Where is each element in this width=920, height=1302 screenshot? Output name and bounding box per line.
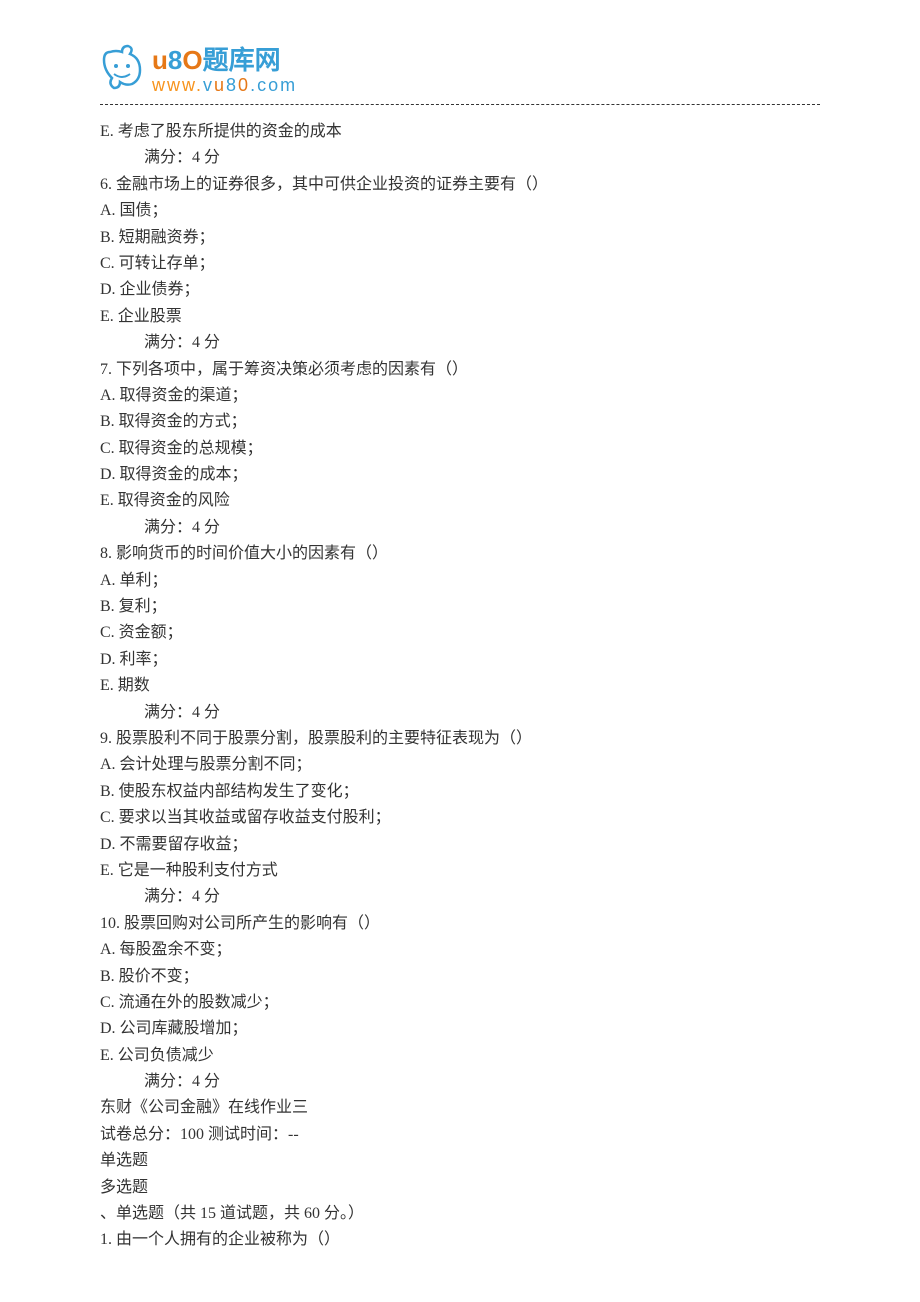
logo-url: www.vu80.com	[152, 75, 297, 96]
q6-stem: 6. 金融市场上的证券很多，其中可供企业投资的证券主要有（）	[100, 172, 820, 198]
q6-optD: D. 企业债券；	[100, 277, 820, 303]
q9-optE: E. 它是一种股利支付方式	[100, 858, 820, 884]
q6-optA: A. 国债；	[100, 198, 820, 224]
q7-optD: D. 取得资金的成本；	[100, 462, 820, 488]
section-title: 东财《公司金融》在线作业三	[100, 1095, 820, 1121]
q7-optC: C. 取得资金的总规模；	[100, 436, 820, 462]
q6-optE: E. 企业股票	[100, 304, 820, 330]
q10-optE: E. 公司负债减少	[100, 1043, 820, 1069]
logo-text-block: u8O题库网 www.vu80.com	[152, 40, 297, 96]
q10-score: 满分：4 分	[100, 1069, 820, 1095]
q5-optE: E. 考虑了股东所提供的资金的成本	[100, 119, 820, 145]
q9-optC: C. 要求以当其收益或留存收益支付股利；	[100, 805, 820, 831]
logo-char-8: 8	[168, 45, 182, 76]
section-type-single: 单选题	[100, 1148, 820, 1174]
logo-char-u: u	[152, 45, 168, 76]
q10-optD: D. 公司库藏股增加；	[100, 1016, 820, 1042]
q9-optD: D. 不需要留存收益；	[100, 832, 820, 858]
page-container: u8O题库网 www.vu80.com E. 考虑了股东所提供的资金的成本 满分…	[0, 0, 920, 1294]
logo-char-cn: 题库网	[203, 40, 281, 77]
q8-stem: 8. 影响货币的时间价值大小的因素有（）	[100, 541, 820, 567]
q7-optE: E. 取得资金的风险	[100, 488, 820, 514]
q8-optB: B. 复利；	[100, 594, 820, 620]
q9-optB: B. 使股东权益内部结构发生了变化；	[100, 779, 820, 805]
section-single-header: 、单选题（共 15 道试题，共 60 分。）	[100, 1201, 820, 1227]
q8-optD: D. 利率；	[100, 647, 820, 673]
q8-optA: A. 单利；	[100, 568, 820, 594]
logo-mark-icon	[100, 44, 148, 92]
section-type-multi: 多选题	[100, 1175, 820, 1201]
q10-optA: A. 每股盈余不变；	[100, 937, 820, 963]
next-q1-stem: 1. 由一个人拥有的企业被称为（）	[100, 1227, 820, 1253]
q10-optC: C. 流通在外的股数减少；	[100, 990, 820, 1016]
q5-score: 满分：4 分	[100, 145, 820, 171]
q7-stem: 7. 下列各项中，属于筹资决策必须考虑的因素有（）	[100, 357, 820, 383]
exam-meta: 试卷总分：100 测试时间：--	[100, 1122, 820, 1148]
site-logo: u8O题库网 www.vu80.com	[100, 40, 820, 96]
logo-text-cn: u8O题库网	[152, 40, 297, 77]
q10-optB: B. 股价不变；	[100, 964, 820, 990]
q8-optC: C. 资金额；	[100, 620, 820, 646]
q6-optC: C. 可转让存单；	[100, 251, 820, 277]
q6-optB: B. 短期融资券；	[100, 225, 820, 251]
q7-optA: A. 取得资金的渠道；	[100, 383, 820, 409]
q8-score: 满分：4 分	[100, 700, 820, 726]
q9-score: 满分：4 分	[100, 884, 820, 910]
q7-optB: B. 取得资金的方式；	[100, 409, 820, 435]
q10-stem: 10. 股票回购对公司所产生的影响有（）	[100, 911, 820, 937]
q8-optE: E. 期数	[100, 673, 820, 699]
q6-score: 满分：4 分	[100, 330, 820, 356]
logo-char-o: O	[182, 45, 202, 76]
q9-optA: A. 会计处理与股票分割不同；	[100, 752, 820, 778]
q9-stem: 9. 股票股利不同于股票分割，股票股利的主要特征表现为（）	[100, 726, 820, 752]
header-divider	[100, 104, 820, 105]
q7-score: 满分：4 分	[100, 515, 820, 541]
